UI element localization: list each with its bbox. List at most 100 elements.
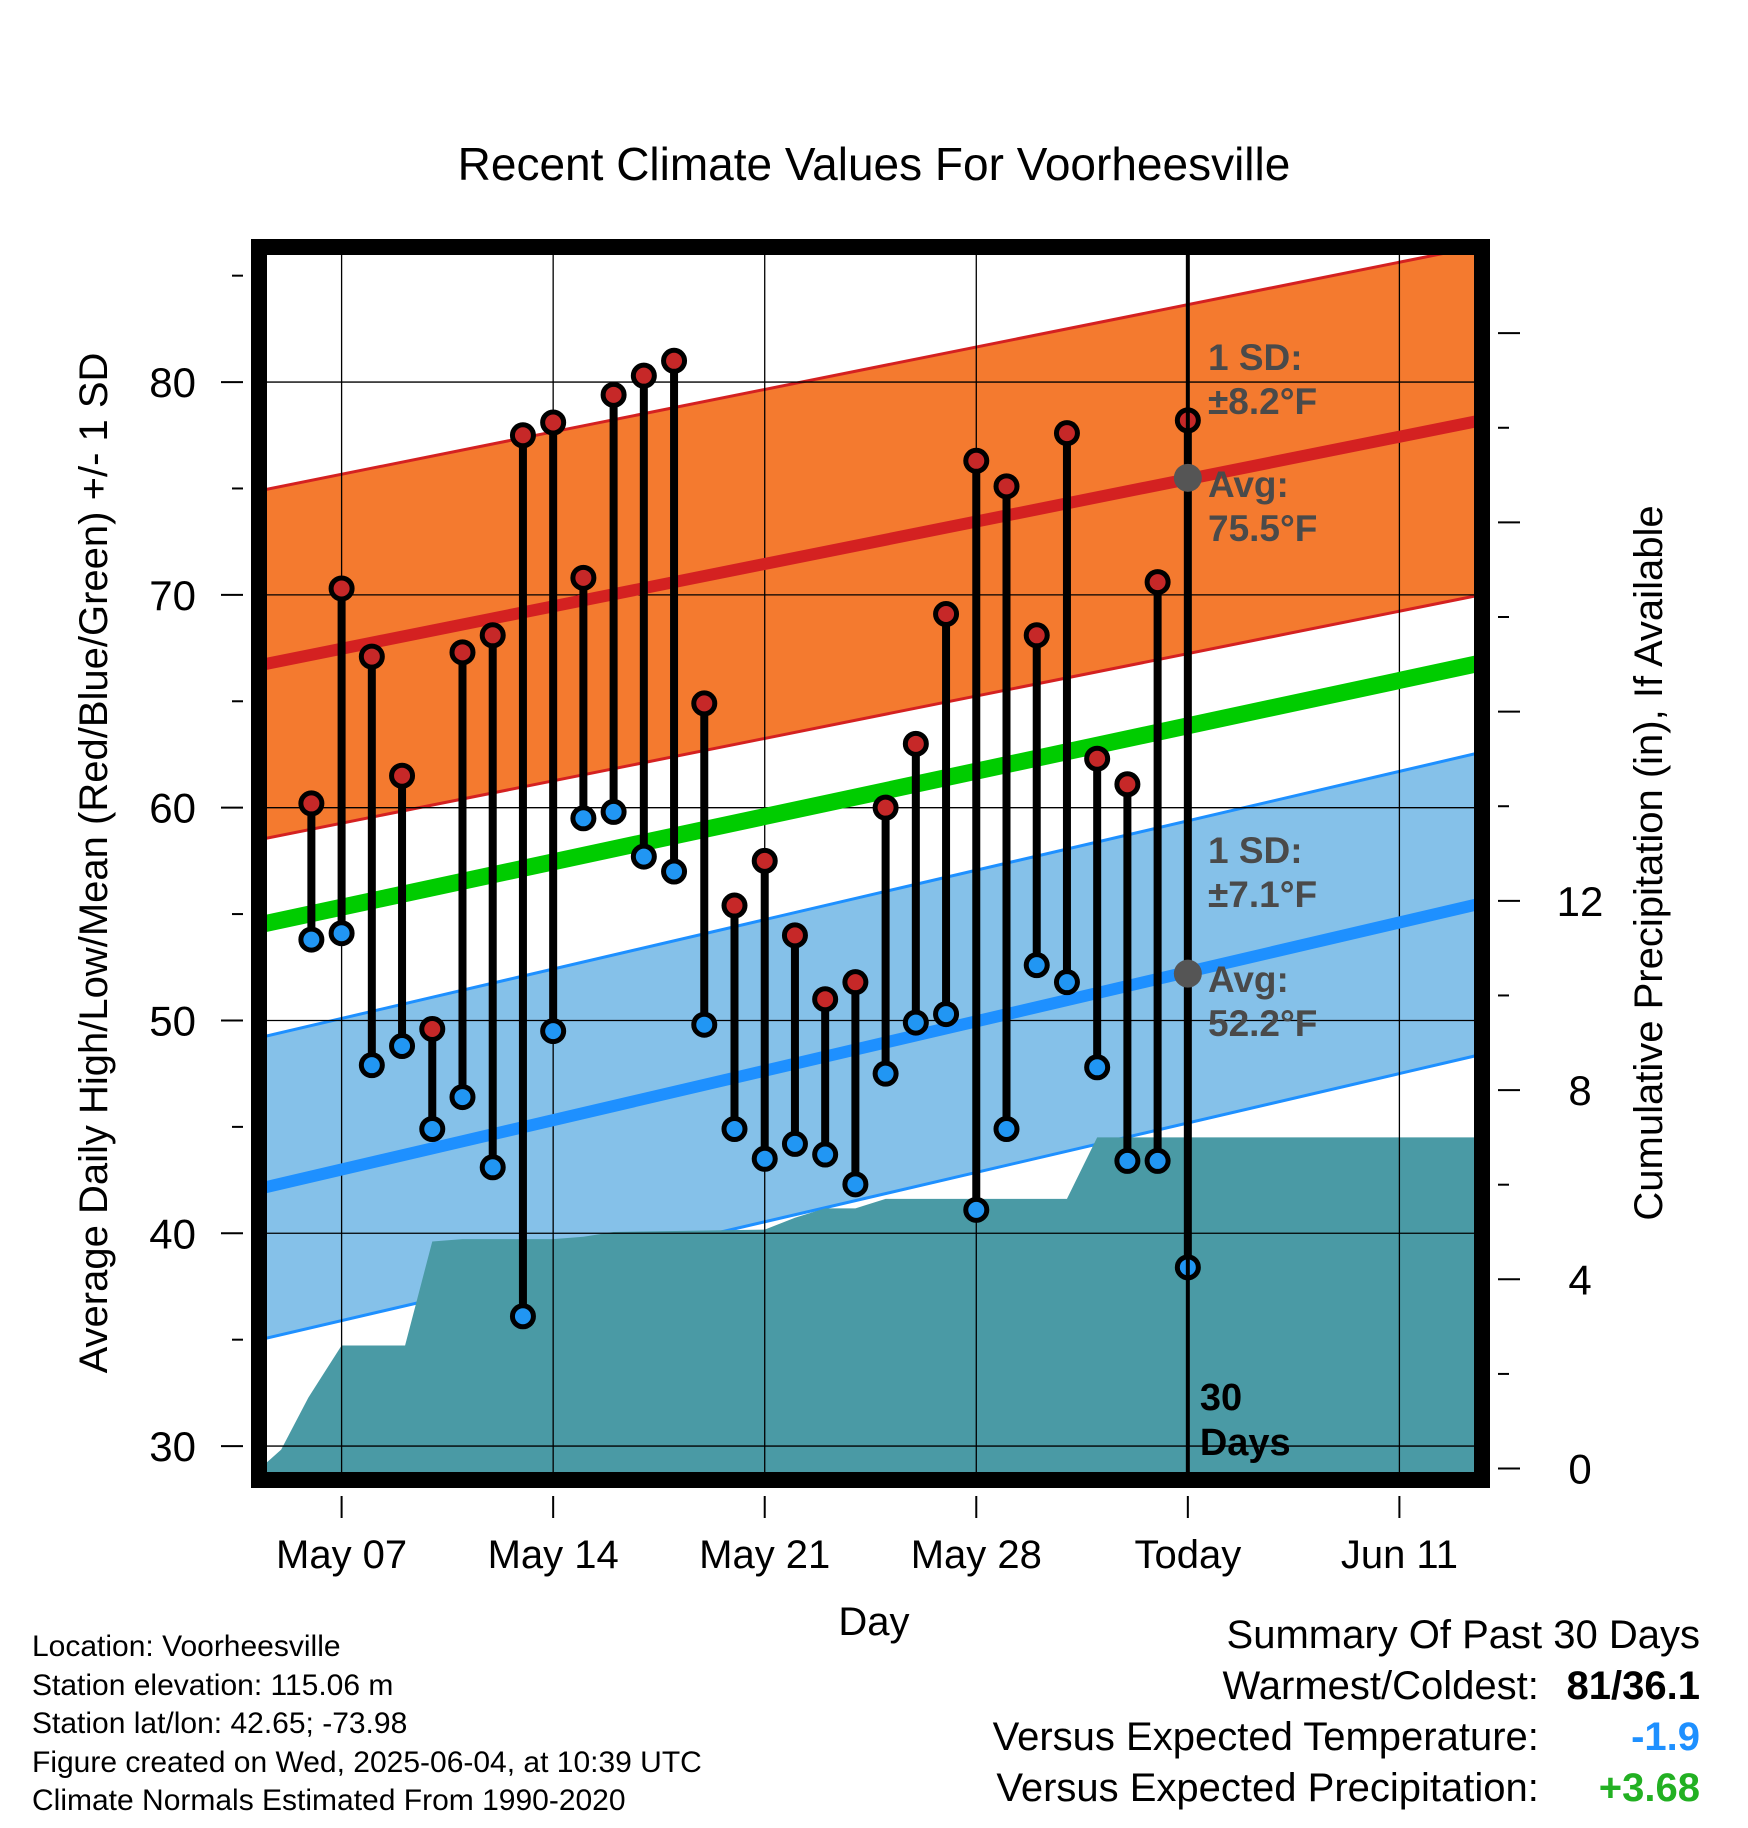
y-axis-label: Average Daily High/Low/Mean (Red/Blue/Gr… — [72, 353, 116, 1374]
y2-tick-label: 8 — [1568, 1067, 1591, 1114]
daily-high-point — [993, 473, 1020, 500]
daily-high-point — [509, 422, 536, 449]
daily-high-point — [963, 447, 990, 474]
high-normal-line — [260, 414, 1481, 671]
daily-high-point — [691, 690, 718, 717]
daily-low-point — [933, 1001, 960, 1028]
daily-high-point — [842, 969, 869, 996]
daily-low-point — [540, 1018, 567, 1045]
x-axis-label: Day — [838, 1600, 909, 1644]
daily-low-point — [661, 858, 688, 885]
daily-low-point — [751, 1145, 778, 1172]
daily-high-point — [812, 986, 839, 1013]
daily-low-point — [902, 1009, 929, 1036]
summary-panel: Summary Of Past 30 Days Warmest/Coldest:… — [993, 1610, 1700, 1814]
chart-title: Recent Climate Values For Voorheesville — [458, 138, 1291, 190]
daily-high-point — [389, 762, 416, 789]
daily-low-point — [691, 1011, 718, 1038]
daily-low-point — [600, 798, 627, 825]
daily-low-point — [1023, 952, 1050, 979]
y-axis-left: 30 40 50 60 70 80 — [149, 274, 243, 1470]
daily-high-point — [1023, 622, 1050, 649]
daily-low-point — [389, 1033, 416, 1060]
daily-high-point — [570, 564, 597, 591]
low-normal-line — [260, 897, 1481, 1195]
daily-low-point — [358, 1052, 385, 1079]
daily-high-point — [298, 790, 325, 817]
daily-low-point — [842, 1171, 869, 1198]
x-tick-label: Jun 11 — [1341, 1533, 1458, 1577]
y-tick-label: 70 — [149, 572, 196, 619]
warmest-label: Warmest/Coldest: — [1222, 1664, 1539, 1708]
daily-low-point — [1144, 1147, 1171, 1174]
summary-temp-row: Versus Expected Temperature: -1.9 — [993, 1712, 1700, 1763]
daily-low-point — [1053, 969, 1080, 996]
low-sd-annotation: 1 SD: — [1208, 830, 1303, 871]
high-sd-annotation: 1 SD: — [1208, 337, 1303, 378]
daily-low-point — [328, 920, 355, 947]
low-sd-annotation: ±7.1°F — [1208, 874, 1317, 915]
y-tick-label: 40 — [149, 1210, 196, 1257]
y2-axis-label: Cumulative Precipitation (in), If Availa… — [1627, 505, 1671, 1220]
precip-fill — [260, 1137, 1481, 1478]
y2-tick-label: 12 — [1557, 878, 1604, 925]
daily-low-point — [872, 1060, 899, 1087]
daily-high-point — [751, 847, 778, 874]
x-tick-label: May 28 — [911, 1533, 1042, 1577]
summary-precip-row: Versus Expected Precipitation: +3.68 — [993, 1763, 1700, 1814]
y2-tick-label: 0 — [1568, 1446, 1591, 1493]
daily-values — [298, 347, 1201, 1330]
temp-value: -1.9 — [1631, 1715, 1700, 1759]
avg-high-dot — [1173, 463, 1202, 492]
y-tick-label: 60 — [149, 785, 196, 832]
daily-low-point — [479, 1154, 506, 1181]
y-tick-label: 50 — [149, 997, 196, 1044]
x-tick-label: May 07 — [276, 1533, 407, 1577]
daily-high-point — [479, 622, 506, 649]
daily-high-point — [419, 1015, 446, 1042]
today-marker-label: 30 — [1200, 1377, 1242, 1419]
high-avg-annotation: Avg: — [1208, 464, 1289, 505]
low-avg-annotation: Avg: — [1208, 959, 1289, 1000]
high-sd-annotation: ±8.2°F — [1208, 381, 1317, 422]
daily-high-point — [540, 409, 567, 436]
daily-low-point — [781, 1130, 808, 1157]
daily-low-point — [630, 843, 657, 870]
summary-warmest-row: Warmest/Coldest: 81/36.1 — [993, 1661, 1701, 1712]
daily-high-point — [661, 347, 688, 374]
temp-label: Versus Expected Temperature: — [992, 1715, 1539, 1759]
daily-low-point — [509, 1303, 536, 1330]
daily-high-point — [1144, 569, 1171, 596]
daily-high-point — [328, 575, 355, 602]
daily-low-point — [419, 1116, 446, 1143]
high-avg-annotation: 75.5°F — [1208, 508, 1317, 549]
latlon-text: Station lat/lon: 42.65; -73.98 — [32, 1707, 408, 1740]
precip-value: +3.68 — [1598, 1766, 1700, 1810]
y2-tick-label: 4 — [1568, 1256, 1591, 1303]
x-tick-label: May 14 — [488, 1533, 619, 1577]
warmest-value: 81/36.1 — [1566, 1664, 1700, 1708]
plot-area — [260, 248, 1481, 1478]
created-text: Figure created on Wed, 2025-06-04, at 10… — [32, 1745, 702, 1779]
station-info: Location: Voorheesville Station elevatio… — [32, 1628, 702, 1821]
daily-low-point — [1114, 1147, 1141, 1174]
elevation-text: Station elevation: 115.06 m — [32, 1668, 394, 1702]
daily-low-point — [993, 1116, 1020, 1143]
daily-high-point — [449, 639, 476, 666]
daily-low-point — [721, 1116, 748, 1143]
daily-high-point — [358, 643, 385, 670]
daily-low-point — [449, 1084, 476, 1111]
daily-low-point — [1084, 1054, 1111, 1081]
daily-low-point — [570, 805, 597, 832]
daily-high-point — [600, 381, 627, 408]
daily-low-point — [298, 926, 325, 953]
y-tick-label: 80 — [149, 359, 196, 406]
daily-high-point — [1114, 771, 1141, 798]
daily-high-point — [1084, 745, 1111, 772]
avg-low-dot — [1173, 959, 1202, 988]
daily-low-point — [812, 1141, 839, 1168]
daily-high-point — [872, 794, 899, 821]
x-tick-label: Today — [1134, 1533, 1241, 1577]
